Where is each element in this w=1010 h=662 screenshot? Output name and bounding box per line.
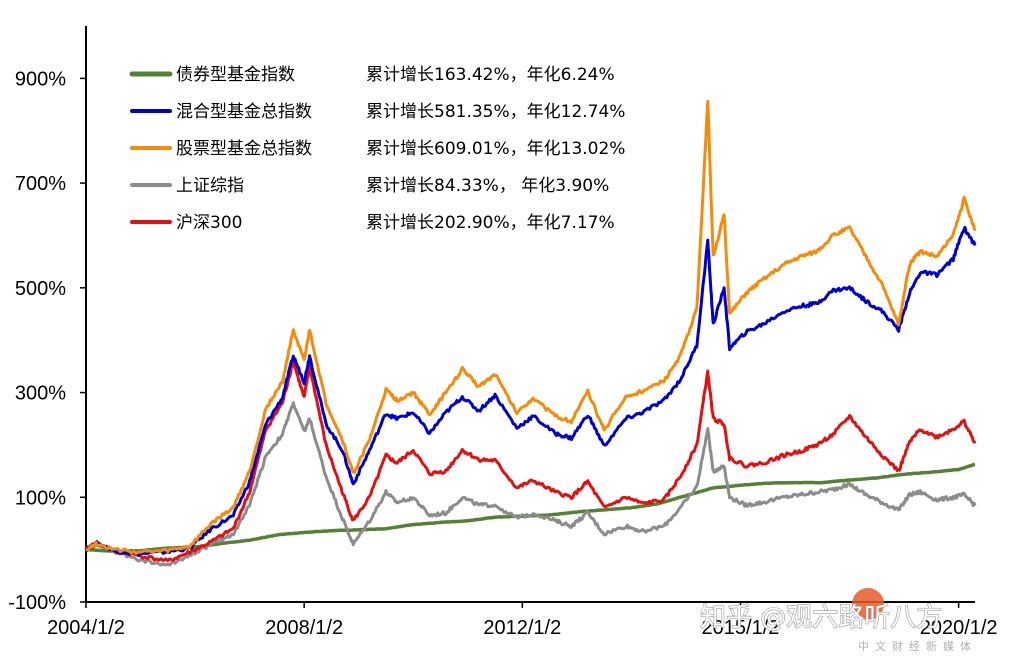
y-tick-label: 100%	[15, 487, 66, 509]
series-line	[85, 401, 977, 567]
legend-label: 沪深300	[176, 213, 242, 233]
legend-stat: 累计增长202.90%，年化7.17%	[366, 213, 615, 233]
legend-stat: 累计增长84.33%， 年化3.90%	[366, 176, 609, 196]
axes: 900% 700% 500% 300% 100% -100% 2004/1/2 2008/1/…	[8, 26, 998, 639]
legend-label: 混合型基金总指数	[176, 102, 312, 122]
x-tick-label: 2015/1/2	[702, 617, 780, 639]
y-tick-label: 300%	[15, 383, 66, 405]
legend-stat: 累计增长581.35%，年化12.74%	[366, 102, 625, 122]
legend-label: 债券型基金指数	[176, 65, 295, 85]
watermark-subtext: 中文财经新媒体	[858, 639, 977, 653]
watermark-logo-icon	[852, 588, 884, 620]
y-tick-label: 500%	[15, 278, 66, 300]
series-line	[84, 225, 977, 557]
legend-stat: 累计增长609.01%，年化13.02%	[366, 139, 625, 159]
watermark-text: 知乎 @观六路听八方	[700, 603, 942, 633]
legend-stat: 累计增长163.42%，年化6.24%	[366, 65, 615, 85]
x-tick-label: 2012/1/2	[483, 617, 561, 639]
watermark: 知乎 @观六路听八方 中文财经新媒体	[699, 588, 977, 653]
legend: 债券型基金指数 累计增长163.42%，年化6.24% 混合型基金总指数 累计增长58…	[129, 65, 625, 233]
legend-label: 股票型基金总指数	[176, 139, 312, 159]
series-line	[84, 359, 977, 563]
x-tick-label: 2004/1/2	[47, 617, 125, 639]
legend-label: 上证综指	[176, 176, 244, 196]
series-line	[85, 99, 977, 555]
y-tick-label: -100%	[8, 592, 66, 614]
y-tick-label: 700%	[15, 173, 66, 195]
x-tick-label: 2020/1/2	[920, 617, 998, 639]
series-layer	[84, 99, 977, 567]
y-tick-label: 900%	[15, 68, 66, 90]
x-tick-label: 2008/1/2	[265, 617, 343, 639]
